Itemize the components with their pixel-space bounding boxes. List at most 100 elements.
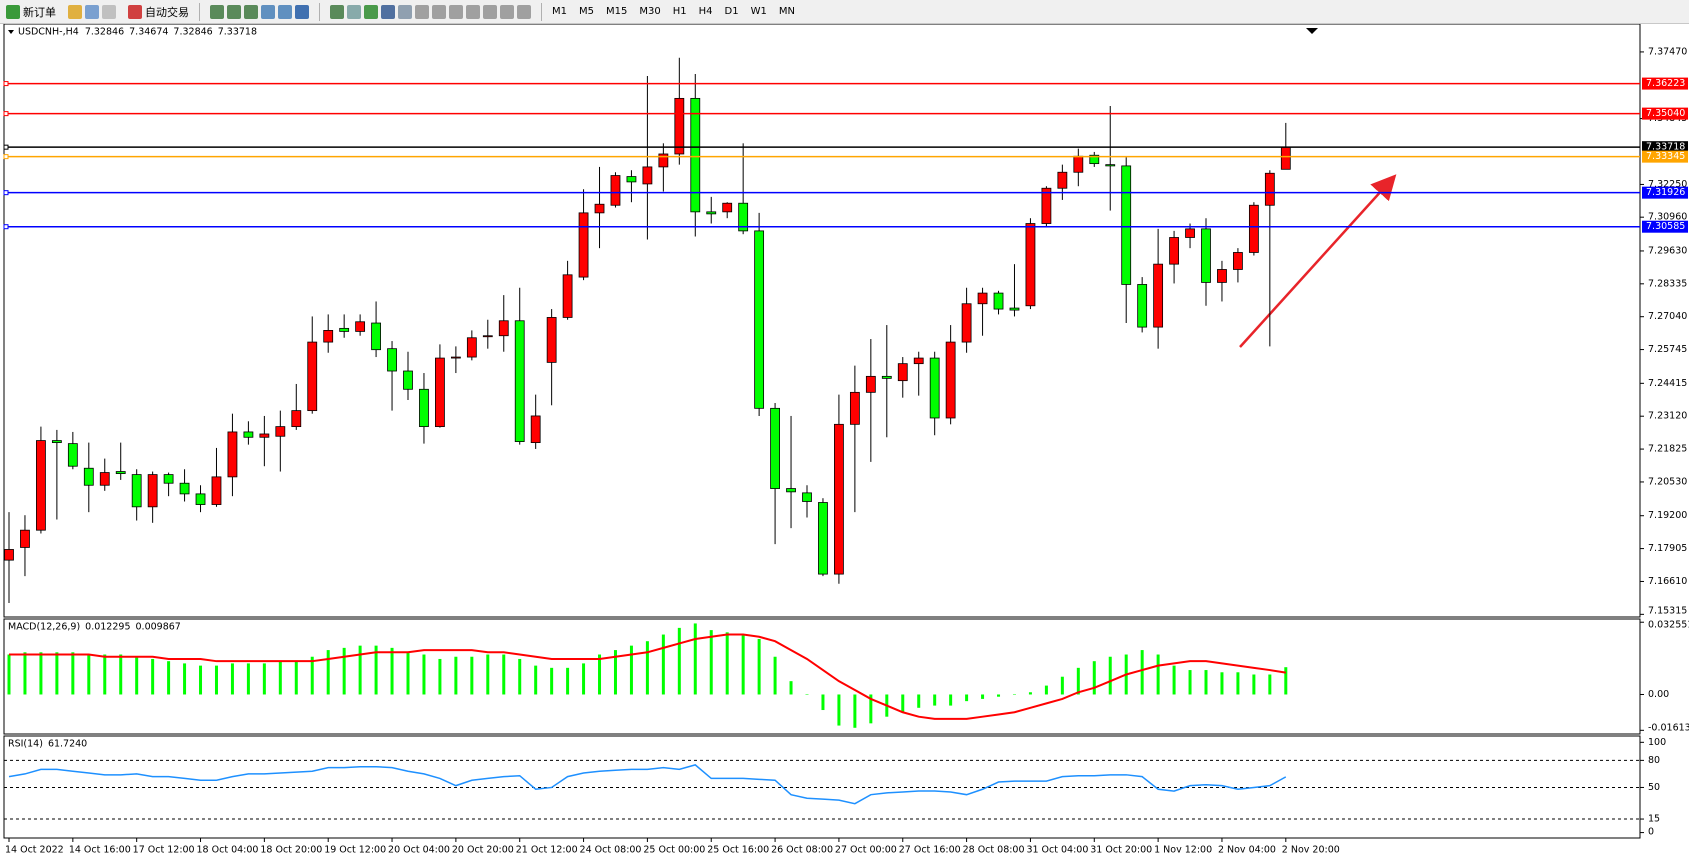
candle-body [929, 357, 940, 419]
macd-bar [789, 681, 793, 695]
ohlc-readout: 7.34674 [129, 27, 168, 38]
macd-bar [1060, 676, 1064, 695]
macd-bar [246, 663, 250, 695]
level-label-box [1642, 150, 1688, 163]
timeframe-button[interactable]: H4 [698, 6, 713, 17]
x-tick-label: 1 Nov 12:00 [1154, 845, 1212, 856]
y-tick-label: 50 [1648, 782, 1660, 793]
macd-bar [87, 654, 91, 695]
candle-body [1233, 252, 1243, 270]
macd-bar [981, 694, 985, 699]
separator [319, 2, 320, 21]
candle-body [786, 488, 796, 493]
timeframe-button[interactable]: D1 [724, 6, 739, 17]
candle-body [275, 426, 286, 437]
macd-bar [709, 630, 713, 695]
level-label: 7.30585 [1646, 221, 1685, 232]
macd-bar [837, 694, 841, 726]
auto-trading-button[interactable]: 自动交易 [122, 2, 195, 22]
macd-bar [470, 656, 474, 695]
y-tick-label: 7.25745 [1648, 344, 1687, 355]
macd-bar [1140, 650, 1144, 695]
candle-body [67, 443, 78, 467]
candle-body [546, 317, 557, 363]
timeframe-button[interactable]: W1 [750, 6, 767, 17]
chart-title: USDCNH-,H4 [18, 27, 79, 38]
candle-body [307, 341, 318, 412]
macd-bar [1044, 685, 1048, 695]
ohlc-readout: 7.32846 [173, 27, 212, 38]
signal-line [9, 633, 1286, 720]
macd-bar [518, 658, 522, 695]
timeframe-button[interactable]: M5 [579, 6, 594, 17]
candle-body [450, 356, 461, 359]
candle-body [690, 97, 701, 213]
level-label: 7.36223 [1646, 78, 1685, 89]
candle-body [706, 211, 717, 215]
macd-bar [1172, 665, 1176, 695]
timeframe-button[interactable]: M1 [552, 6, 567, 17]
y-tick-label: 7.23120 [1648, 411, 1687, 422]
x-tick-label: 31 Oct 20:00 [1090, 845, 1152, 856]
x-tick-label: 17 Oct 12:00 [133, 845, 195, 856]
candle-body [578, 212, 589, 278]
candle-body [1089, 154, 1100, 165]
macd-bar [741, 634, 745, 695]
candle-body [227, 431, 238, 478]
candle-body [1137, 284, 1148, 328]
candle-body [802, 492, 812, 502]
timeframe-button[interactable]: MN [778, 6, 795, 17]
candle-body [770, 407, 780, 489]
candle-body [626, 176, 637, 183]
timeframe-button[interactable]: M30 [639, 6, 661, 17]
candle-body [1280, 146, 1291, 170]
chart: 7.374707.348457.322507.309607.296307.283… [3, 24, 1689, 856]
timeframe-button[interactable]: H1 [672, 6, 687, 17]
macd-bar [1268, 674, 1272, 695]
x-tick-label: 26 Oct 08:00 [771, 845, 833, 856]
macd-bar [71, 652, 75, 695]
rsi-line [8, 764, 1287, 805]
new-order-button[interactable]: 新订单 [0, 2, 62, 22]
macd-bar [486, 654, 490, 695]
candle-body [243, 431, 254, 438]
macd-bar [135, 656, 139, 695]
macd-bar [901, 694, 905, 713]
macd-bar [821, 694, 825, 711]
macd-bar [949, 694, 953, 706]
level-label-box [1642, 186, 1688, 199]
x-tick-label: 14 Oct 16:00 [69, 845, 131, 856]
macd-bar [613, 650, 617, 695]
level-handle [3, 224, 9, 230]
y-tick-label: 7.32250 [1648, 179, 1687, 190]
macd-bar [119, 654, 123, 695]
candle-body [834, 423, 844, 575]
candle-body [1248, 204, 1259, 253]
timeframe-button[interactable]: M15 [606, 6, 628, 17]
candle-body [977, 292, 988, 305]
macd-bar [1220, 672, 1224, 695]
macd-bar [582, 663, 586, 695]
macd-bar [869, 694, 873, 724]
macd-bar [502, 654, 506, 695]
candle-body [849, 391, 860, 425]
macd-bar [1252, 674, 1256, 695]
level-handle [3, 111, 9, 117]
candle-body [1217, 269, 1227, 283]
candle-body [881, 375, 892, 379]
level-handle [3, 154, 9, 160]
y-tick-label: 7.19200 [1648, 510, 1687, 521]
candle-body [993, 292, 1004, 310]
candle-body [754, 230, 765, 409]
x-tick-label: 27 Oct 00:00 [835, 845, 897, 856]
macd-bar [342, 647, 346, 695]
indicator-readout: 0.009867 [136, 622, 181, 633]
macd-bar [454, 656, 458, 695]
candle-body [259, 433, 270, 438]
macd-bar [725, 632, 729, 695]
x-tick-label: 25 Oct 16:00 [707, 845, 769, 856]
candle-body [99, 472, 110, 486]
level-handle [3, 81, 9, 87]
candle-body [658, 153, 669, 168]
